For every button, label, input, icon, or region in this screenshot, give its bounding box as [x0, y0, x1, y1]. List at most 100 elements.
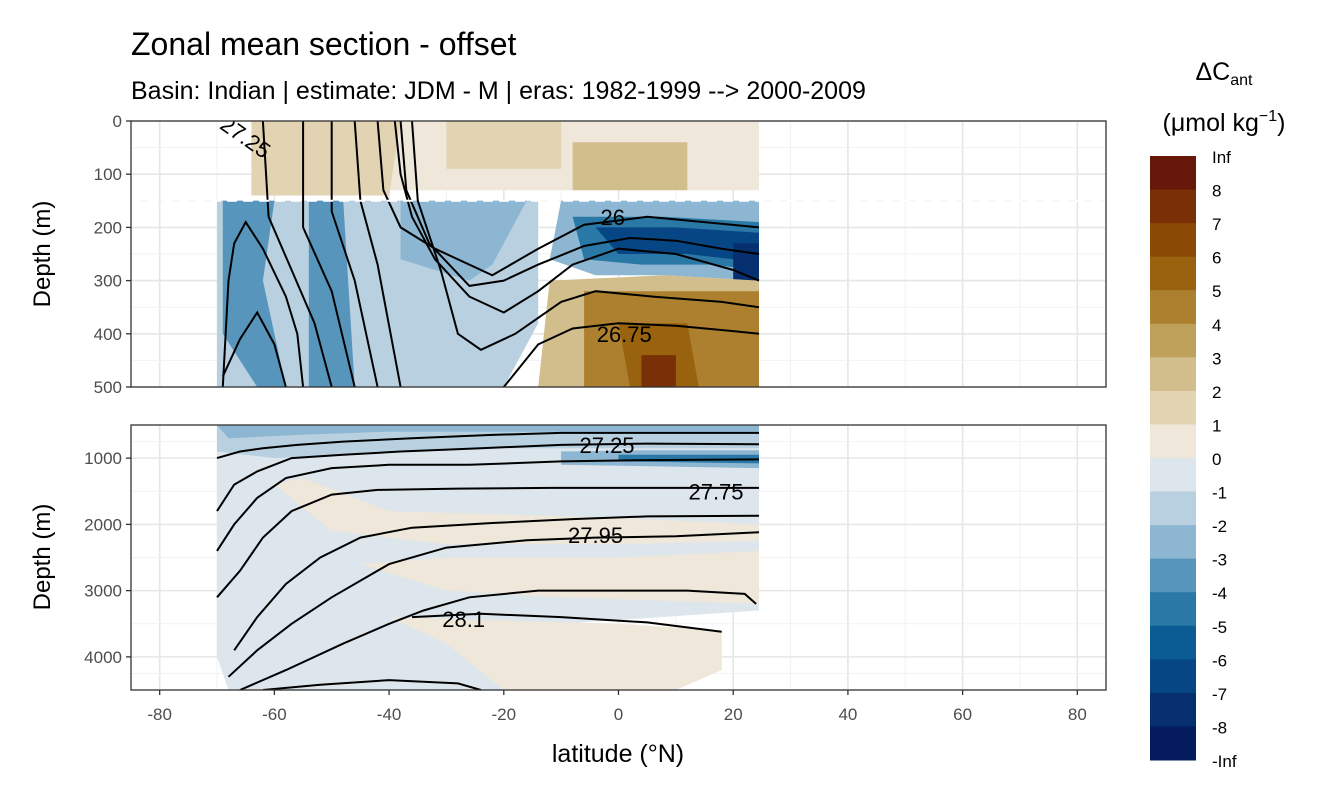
legend-swatch	[1150, 223, 1196, 258]
color-region	[733, 243, 759, 292]
y-tick-label: 300	[94, 272, 122, 291]
isopycnal-line	[411, 121, 760, 351]
legend-swatch	[1150, 525, 1196, 560]
legend-break-label: -1	[1212, 484, 1227, 503]
isopycnal-line	[399, 121, 760, 287]
legend-break-label: -5	[1212, 618, 1227, 637]
isopycnal-line	[503, 322, 760, 387]
isopycnal-line	[221, 310, 287, 387]
legend-break-label: 1	[1212, 416, 1221, 435]
color-region	[572, 142, 688, 191]
legend-swatch	[1150, 390, 1196, 425]
legend-break-label: 6	[1212, 249, 1221, 268]
y-tick-label: 4000	[84, 648, 122, 667]
isopycnal-line	[216, 431, 759, 460]
contour-label: 26.75	[597, 322, 652, 347]
x-tick-label: 60	[953, 705, 972, 724]
legend-break-label: -3	[1212, 551, 1227, 570]
bottom-panel: 27.25 27.75 27.95 28.1 1000 2000 3000 4000 Dep…	[29, 424, 1107, 691]
legend-swatch	[1150, 323, 1196, 358]
legend-break-label: 7	[1212, 215, 1221, 234]
isopycnal-line	[216, 486, 759, 598]
legend-break-label: -6	[1212, 651, 1227, 670]
x-tick-label: 0	[614, 705, 623, 724]
legend-swatch	[1150, 256, 1196, 291]
legend: ΔCant (μmol kg−1) Inf 8 7 6 5 4 3 2 1 0 -1 -2 -3 -4 -5…	[1150, 58, 1285, 771]
legend-break-label: Inf	[1212, 148, 1231, 167]
legend-swatch	[1150, 625, 1196, 660]
legend-swatch	[1150, 592, 1196, 627]
isopycnal-line	[393, 121, 760, 314]
isopycnal-line	[330, 121, 379, 387]
legend-unit-exp: −1	[1259, 108, 1277, 125]
legend-break-label: 2	[1212, 383, 1221, 402]
color-region	[274, 478, 759, 545]
legend-break-label: -8	[1212, 718, 1227, 737]
isopycnal-line	[221, 220, 305, 387]
legend-unit: (μmol kg−1)	[1163, 108, 1286, 137]
legend-swatch	[1150, 458, 1196, 493]
contour-label: 27.25	[579, 433, 634, 458]
contour-label: 27.75	[688, 479, 743, 504]
isopycnal-line	[262, 679, 482, 690]
legend-title-main: ΔC	[1195, 58, 1230, 86]
y-tick-label: 1000	[84, 449, 122, 468]
isopycnal-line	[227, 531, 760, 678]
legend-swatch	[1150, 726, 1196, 761]
color-region	[389, 617, 722, 690]
legend-swatch	[1150, 290, 1196, 325]
legend-swatch	[1150, 491, 1196, 526]
color-region	[641, 355, 676, 387]
y-tick-label: 3000	[84, 582, 122, 601]
y-tick-label: 2000	[84, 515, 122, 534]
x-tick-label: 80	[1068, 705, 1087, 724]
isopycnal-line	[353, 121, 402, 387]
top-y-axis-label: Depth (m)	[29, 201, 56, 308]
legend-title-sub: ant	[1230, 72, 1253, 89]
legend-break-label: -Inf	[1212, 752, 1237, 771]
isopycnal-line	[216, 442, 760, 512]
y-tick-label: 100	[94, 165, 122, 184]
legend-break-label: 4	[1212, 316, 1221, 335]
y-tick-label: 400	[94, 325, 122, 344]
y-tick-label: 0	[113, 112, 122, 131]
legend-break-label: 3	[1212, 349, 1221, 368]
legend-break-label: 5	[1212, 282, 1221, 301]
legend-break-label: -2	[1212, 517, 1227, 536]
bottom-panel-y-axis: 1000 2000 3000 4000	[84, 449, 131, 667]
contour-label: 26	[601, 205, 625, 230]
color-region	[217, 425, 759, 439]
legend-swatch	[1150, 424, 1196, 459]
legend-break-label: -7	[1212, 685, 1227, 704]
color-region	[446, 121, 562, 169]
x-tick-label: 20	[724, 705, 743, 724]
top-panel-border	[130, 120, 1107, 388]
isopycnal-line	[376, 121, 760, 277]
chart-subtitle: Basin: Indian | estimate: JDM - M | eras…	[131, 77, 866, 105]
legend-swatch	[1150, 659, 1196, 694]
top-panel-contours	[221, 121, 760, 387]
y-tick-label: 200	[94, 218, 122, 237]
legend-break-label: -4	[1212, 584, 1227, 603]
x-tick-label: -80	[147, 705, 172, 724]
contour-label: 27.95	[568, 523, 623, 548]
x-axis: -80 -60 -40 -20 0 20 40 60 80	[147, 690, 1087, 724]
legend-unit-base: (μmol kg	[1163, 109, 1259, 137]
legend-swatch	[1150, 156, 1196, 191]
isopycnal-line	[302, 121, 356, 387]
x-axis-label: latitude (°N)	[552, 740, 684, 768]
legend-colorbar	[1150, 156, 1196, 761]
legend-labels: Inf 8 7 6 5 4 3 2 1 0 -1 -2 -3 -4 -5 -6 -7 -8 -Inf	[1212, 148, 1237, 771]
x-tick-label: -20	[492, 705, 517, 724]
chart-title: Zonal mean section - offset	[131, 26, 517, 62]
legend-unit-close: )	[1277, 109, 1285, 137]
isopycnal-line	[233, 514, 760, 651]
top-panel-y-axis: 0 100 200 300 400 500	[94, 112, 131, 397]
bottom-panel-contour-labels: 27.25 27.75 27.95 28.1	[442, 433, 743, 632]
legend-swatch	[1150, 357, 1196, 392]
isopycnal-line	[216, 458, 760, 552]
legend-title: ΔCant	[1195, 58, 1253, 89]
color-region	[400, 200, 527, 281]
